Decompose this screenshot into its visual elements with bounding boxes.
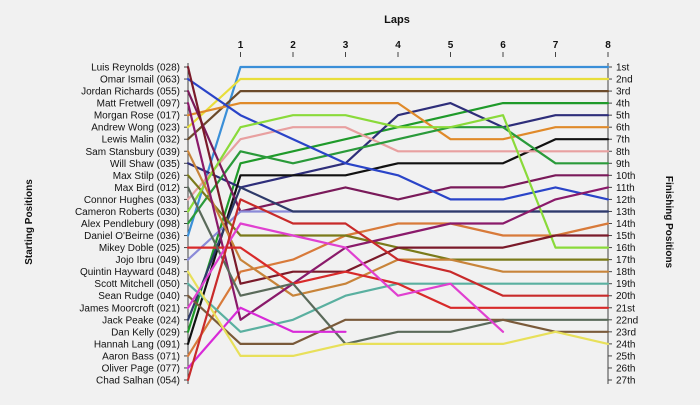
finish-position-label: 21st <box>616 303 635 314</box>
driver-label: Quintin Hayward (048) <box>80 267 180 278</box>
finish-position-label: 9th <box>616 159 630 170</box>
finish-position-label: 2nd <box>616 75 633 86</box>
driver-label: Jordan Richards (055) <box>81 87 180 98</box>
driver-label: Cameron Roberts (030) <box>75 207 180 218</box>
driver-label: Sean Rudge (040) <box>98 291 180 302</box>
finish-position-label: 13th <box>616 207 635 218</box>
series-line <box>186 77 610 129</box>
series-line <box>186 114 610 249</box>
right-axis-label: Finishing Positions <box>663 176 674 269</box>
lap-tick-label: 1 <box>238 40 244 51</box>
finish-position-label: 1st <box>616 63 630 74</box>
driver-label: Jack Peake (024) <box>102 315 180 326</box>
finish-position-label: 23rd <box>616 327 636 338</box>
series-line <box>186 198 610 382</box>
finish-position-label: 11th <box>616 183 635 194</box>
series-lines <box>186 65 610 382</box>
finish-position-label: 19th <box>616 279 635 290</box>
lap-tick-label: 3 <box>343 40 349 51</box>
driver-label: Hannah Lang (091) <box>94 339 180 350</box>
series-line <box>186 126 610 225</box>
driver-label: Oliver Page (077) <box>102 363 180 374</box>
series-line <box>186 65 610 237</box>
finish-position-label: 22nd <box>616 315 638 326</box>
series-line <box>186 186 610 321</box>
series-line <box>186 102 610 321</box>
finish-position-label: 16th <box>616 243 635 254</box>
finish-position-label: 7th <box>616 135 630 146</box>
driver-label: Chad Salhan (054) <box>96 376 180 387</box>
driver-label: Jojo Ibru (049) <box>116 255 180 266</box>
finish-position-label: 24th <box>616 339 635 350</box>
series-line <box>186 186 610 345</box>
finish-position-label: 20th <box>616 291 635 302</box>
driver-label: Will Shaw (035) <box>110 159 180 170</box>
chart-title: Laps <box>384 14 410 26</box>
driver-label: Scott Mitchell (050) <box>94 279 180 290</box>
series-line <box>186 102 610 141</box>
lap-tick-label: 6 <box>500 40 506 51</box>
axis-labels: 1 2 3 4 5 6 7 8 Luis Reynolds (028) 1st Omar Ismai… <box>75 40 638 387</box>
series-line <box>186 65 610 285</box>
finish-position-label: 14th <box>616 219 635 230</box>
finish-position-label: 12th <box>616 195 635 206</box>
series-line <box>186 222 505 333</box>
driver-label: Luis Reynolds (028) <box>91 63 180 74</box>
driver-label: Connor Hughes (033) <box>84 195 180 206</box>
driver-label: Morgan Rose (017) <box>94 111 180 122</box>
finish-position-label: 8th <box>616 147 630 158</box>
driver-label: Omar Ismail (063) <box>100 75 180 86</box>
series-line <box>186 90 610 141</box>
finish-position-label: 5th <box>616 111 630 122</box>
series-line <box>186 306 347 370</box>
left-axis-label: Starting Positions <box>24 179 35 265</box>
driver-label: Matt Fretwell (097) <box>97 99 180 110</box>
finish-position-label: 26th <box>616 363 635 374</box>
lap-tick-label: 8 <box>605 40 611 51</box>
series-line <box>186 294 610 345</box>
driver-label: Andrew Wong (023) <box>91 123 180 134</box>
lap-tick-label: 5 <box>448 40 454 51</box>
driver-label: Mikey Doble (025) <box>99 243 180 254</box>
series-line <box>186 270 610 357</box>
series-line <box>186 222 610 357</box>
finish-position-label: 18th <box>616 267 635 278</box>
finish-position-label: 15th <box>616 231 635 242</box>
finish-position-label: 10th <box>616 171 635 182</box>
finish-position-label: 3rd <box>616 87 630 98</box>
driver-label: Daniel O'Beirne (036) <box>84 231 180 242</box>
finish-position-label: 27th <box>616 376 635 387</box>
finish-position-label: 17th <box>616 255 635 266</box>
finish-position-label: 6th <box>616 123 630 134</box>
driver-label: Aaron Bass (071) <box>102 351 180 362</box>
driver-label: Sam Stansbury (039) <box>86 147 181 158</box>
lap-tick-label: 7 <box>553 40 559 51</box>
series-line <box>186 246 610 309</box>
driver-label: Alex Pendlebury (098) <box>81 219 180 230</box>
driver-label: Lewis Malin (032) <box>102 135 180 146</box>
lap-tick-label: 2 <box>290 40 296 51</box>
driver-label: Dan Kelly (029) <box>111 327 180 338</box>
finish-position-label: 4th <box>616 99 630 110</box>
finish-position-label: 25th <box>616 351 635 362</box>
driver-label: James Moorcroft (021) <box>79 303 180 314</box>
driver-label: Max Bird (012) <box>114 183 180 194</box>
series-line <box>186 138 610 345</box>
driver-label: Max Stilp (026) <box>113 171 180 182</box>
lap-tick-label: 4 <box>395 40 401 51</box>
series-line <box>186 102 610 189</box>
